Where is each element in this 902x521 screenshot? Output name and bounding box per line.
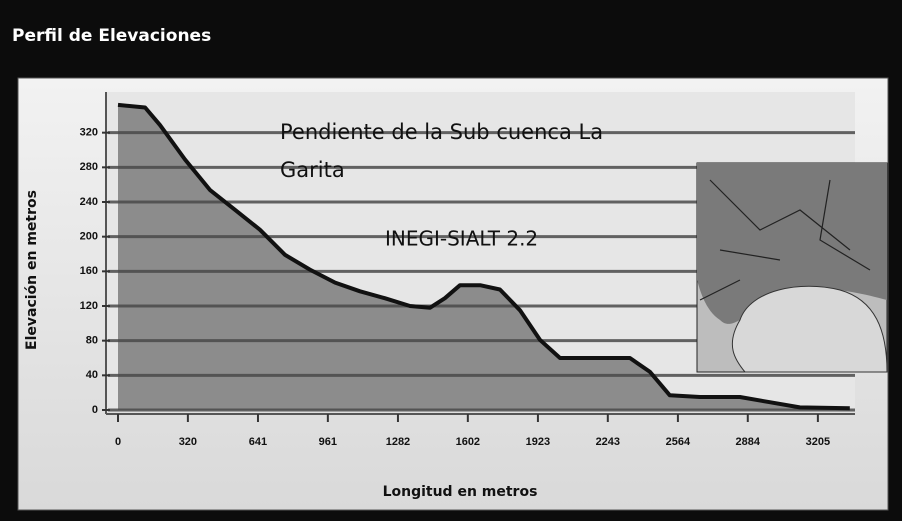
y-tick-label: 40 <box>86 369 98 381</box>
y-axis-label: Elevación en metros <box>24 190 40 350</box>
window-title: Perfil de Elevaciones <box>12 26 211 46</box>
x-tick-label: 641 <box>249 436 267 448</box>
x-tick-label: 320 <box>179 436 197 448</box>
annotation: Pendiente de la Sub cuenca La <box>280 120 603 144</box>
y-tick-label: 200 <box>80 231 98 243</box>
x-tick-label: 961 <box>319 436 337 448</box>
map-inset <box>697 163 887 372</box>
x-tick-label: 1282 <box>386 436 410 448</box>
x-tick-label: 2564 <box>666 436 691 448</box>
y-tick-label: 320 <box>80 127 98 139</box>
y-tick-label: 160 <box>80 265 98 277</box>
y-tick-label: 0 <box>92 404 98 416</box>
window: Perfil de Elevaciones Elevación en metro… <box>0 0 902 521</box>
x-tick-label: 3205 <box>806 436 830 448</box>
y-tick-label: 280 <box>80 161 98 173</box>
annotation: Garita <box>280 158 345 182</box>
x-tick-label: 0 <box>115 436 121 448</box>
y-tick-label: 80 <box>86 335 98 347</box>
x-tick-label: 1923 <box>526 436 550 448</box>
x-tick-label: 1602 <box>456 436 480 448</box>
annotation: INEGI-SIALT 2.2 <box>385 227 538 251</box>
y-tick-label: 120 <box>80 300 98 312</box>
x-tick-label: 2243 <box>596 436 620 448</box>
x-axis-label: Longitud en metros <box>383 484 538 500</box>
y-tick-label: 240 <box>80 196 98 208</box>
x-tick-label: 2884 <box>736 436 761 448</box>
